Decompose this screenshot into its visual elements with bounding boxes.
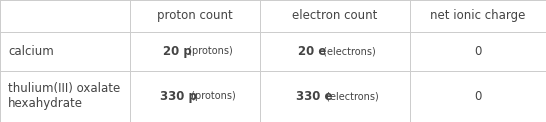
Text: 20 e: 20 e (299, 45, 327, 58)
Text: 0: 0 (474, 90, 482, 103)
Text: net ionic charge: net ionic charge (430, 9, 525, 22)
Text: electron count: electron count (292, 9, 377, 22)
Text: thulium(III) oxalate
hexahydrate: thulium(III) oxalate hexahydrate (8, 82, 121, 110)
Text: 20 p: 20 p (163, 45, 192, 58)
Text: (electrons): (electrons) (321, 46, 376, 56)
Text: (electrons): (electrons) (323, 91, 379, 101)
Text: (protons): (protons) (188, 91, 235, 101)
Text: 330 e: 330 e (296, 90, 333, 103)
Text: proton count: proton count (157, 9, 233, 22)
Text: 330 p: 330 p (160, 90, 197, 103)
Text: calcium: calcium (8, 45, 54, 58)
Text: (protons): (protons) (185, 46, 233, 56)
Text: 0: 0 (474, 45, 482, 58)
